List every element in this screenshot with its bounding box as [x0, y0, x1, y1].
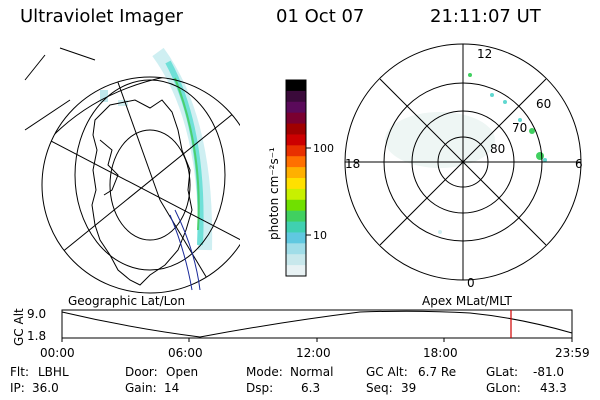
aurora-spot: [438, 230, 442, 234]
geographic-map: [24, 47, 240, 294]
color-bar-tick-label: 100: [313, 142, 334, 155]
color-bar-unit-label: photon cm⁻²s⁻¹: [267, 147, 281, 240]
flt-label: Flt:: [10, 365, 29, 379]
gc-alt-label: GC Alt:: [366, 365, 408, 379]
timeline-xtick: 12:00: [296, 346, 331, 360]
color-bar-band: [286, 188, 306, 201]
aurora-spot: [518, 118, 522, 122]
timeline-frame: [61, 309, 573, 339]
glon-value: 43.3: [540, 381, 567, 395]
timeline-xtick: 23:59: [555, 346, 590, 360]
glon-label: GLon:: [486, 381, 521, 395]
gain-label: Gain:: [125, 381, 157, 395]
meridian-line: [109, 77, 161, 201]
timeline-ytick: 9.0: [27, 307, 46, 321]
aurora-spot: [490, 93, 494, 97]
glat-value: -81.0: [533, 365, 565, 379]
color-bar-band: [286, 265, 306, 277]
color-bar-band: [286, 80, 306, 92]
timeline-ylabel: GC Alt: [12, 308, 26, 346]
polar-label-left: 18: [345, 157, 360, 171]
color-bar-band: [286, 199, 306, 212]
mode-label: Mode:: [246, 365, 283, 379]
coastline: [99, 139, 119, 196]
timeline-xtick: 06:00: [168, 346, 203, 360]
color-bar-band: [286, 254, 306, 266]
aurora-spot: [529, 128, 535, 134]
aurora-spot: [468, 73, 472, 77]
timeline-xtick: 00:00: [40, 346, 75, 360]
mode-value: Normal: [290, 365, 334, 379]
color-bar-band: [286, 123, 306, 135]
terminator-line: [169, 214, 193, 291]
polar-label-top: 12: [477, 47, 492, 61]
aurora-spot: [543, 158, 547, 162]
coastline: [91, 99, 193, 286]
meridian-line: [42, 99, 240, 271]
aurora-arc-core: [174, 77, 200, 231]
flt-value: LBHL: [38, 365, 69, 379]
latitude-circle: [74, 79, 226, 271]
seq-label: Seq:: [366, 381, 393, 395]
polar-lat-label: 60: [536, 97, 551, 111]
color-bar-band: [286, 210, 306, 223]
glat-label: GLat:: [486, 365, 519, 379]
polar-meridian: [379, 78, 547, 246]
door-value: Open: [166, 365, 199, 379]
color-bar-band: [286, 156, 306, 168]
gc-alt-value: 6.7 Re: [418, 365, 457, 379]
color-bar: [286, 80, 306, 277]
date-label: 01 Oct 07: [276, 6, 365, 27]
timeline-ytick: 1.8: [27, 329, 46, 343]
ip-label: IP:: [10, 381, 25, 395]
color-bar-band: [286, 178, 306, 190]
polar-plot: [344, 43, 582, 281]
color-bar-band: [286, 145, 306, 157]
graticule-line: [24, 99, 71, 131]
aurora-spot: [536, 152, 544, 160]
color-bar-band: [286, 90, 306, 103]
polar-label-right: 6: [575, 157, 583, 171]
aurora-speck: [118, 100, 128, 106]
latitude-arc: [42, 77, 151, 101]
gain-value: 14: [164, 381, 180, 395]
seq-value: 39: [401, 381, 417, 395]
color-bar-band: [286, 112, 306, 125]
color-bar-band: [286, 167, 306, 179]
dsp-label: Dsp:: [246, 381, 274, 395]
terminator-line: [174, 209, 201, 291]
apex-map-label: Apex MLat/MLT: [422, 294, 512, 308]
meridian-line: [42, 129, 240, 251]
ip-value: 36.0: [32, 381, 59, 395]
polar-label-bottom: 0: [467, 276, 475, 290]
instrument-title: Ultraviolet Imager: [20, 6, 183, 27]
door-label: Door:: [125, 365, 158, 379]
time-label: 21:11:07 UT: [430, 6, 541, 27]
aurora-haze: [385, 112, 495, 168]
color-bar-band: [286, 221, 306, 233]
latitude-circle: [109, 129, 191, 241]
globe-outline: [41, 76, 240, 294]
color-bar-band: [286, 243, 306, 255]
color-bar-frame: [285, 79, 307, 277]
color-bar-band: [286, 134, 306, 146]
color-bar-band: [286, 232, 306, 244]
altitude-curve: [61, 310, 573, 338]
timeline-xtick: 18:00: [423, 346, 458, 360]
color-bar-band: [286, 101, 306, 114]
graticule-line: [24, 54, 46, 81]
polar-lat-label: 70: [512, 121, 527, 135]
geographic-map-label: Geographic Lat/Lon: [68, 294, 185, 308]
dsp-value: 6.3: [301, 381, 321, 395]
aurora-speck: [100, 90, 108, 102]
color-bar-tick-label: 10: [313, 229, 327, 242]
polar-lat-label: 80: [490, 142, 505, 156]
graticule-line: [59, 47, 96, 61]
altitude-timeline: [61, 309, 573, 342]
aurora-spot: [503, 100, 507, 104]
